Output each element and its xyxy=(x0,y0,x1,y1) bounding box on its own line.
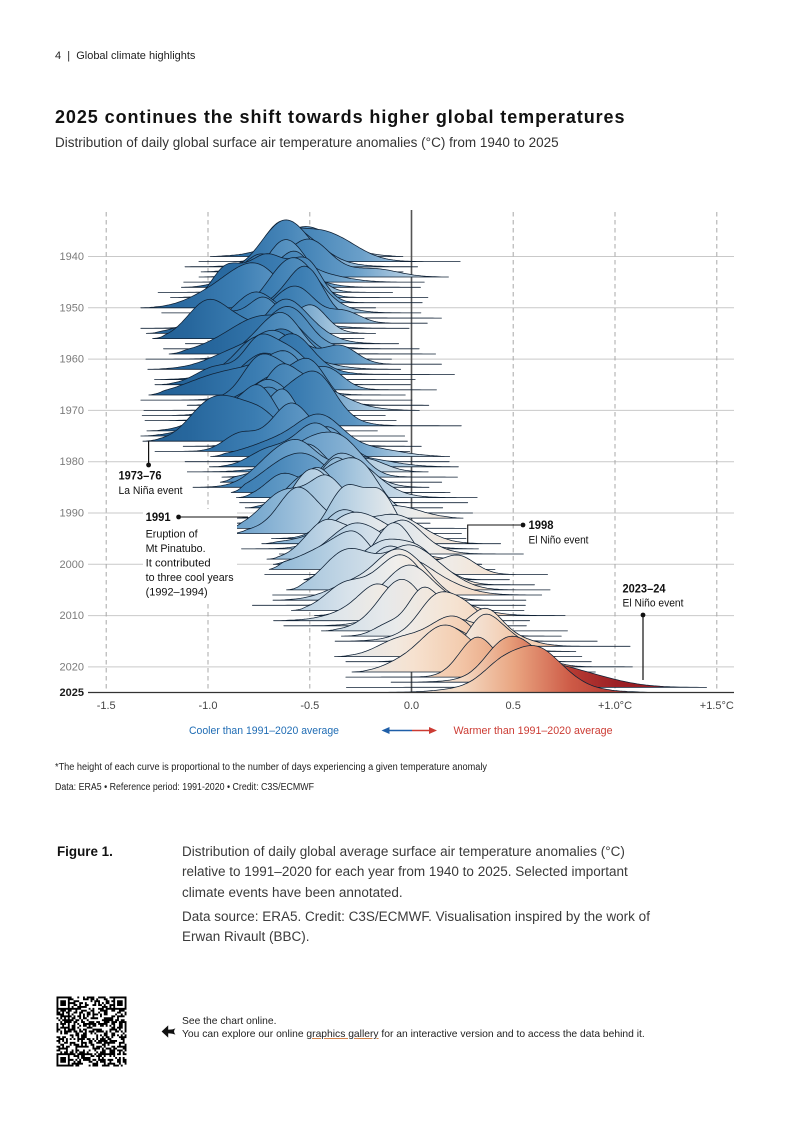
svg-text:1991: 1991 xyxy=(146,512,172,524)
svg-text:1950: 1950 xyxy=(60,302,84,314)
svg-text:1970: 1970 xyxy=(60,405,84,417)
svg-text:1990: 1990 xyxy=(60,508,84,520)
svg-text:1940: 1940 xyxy=(60,251,84,263)
svg-text:-0.5: -0.5 xyxy=(300,700,319,712)
svg-text:1980: 1980 xyxy=(60,456,84,468)
svg-text:+1.0°C: +1.0°C xyxy=(598,700,632,712)
svg-text:Mt Pinatubo.: Mt Pinatubo. xyxy=(146,543,206,555)
svg-text:Data: ERA5 • Reference period:: Data: ERA5 • Reference period: 1991-2020… xyxy=(55,782,314,793)
svg-text:2025: 2025 xyxy=(60,687,84,699)
svg-text:1998: 1998 xyxy=(529,520,555,532)
svg-text:*The height of each curve is p: *The height of each curve is proportiona… xyxy=(55,762,487,773)
svg-text:+1.5°C: +1.5°C xyxy=(700,700,734,712)
svg-text:to three cool years: to three cool years xyxy=(146,572,234,584)
svg-text:2020: 2020 xyxy=(60,661,84,673)
svg-text:1973–76: 1973–76 xyxy=(119,471,162,483)
svg-text:0.5: 0.5 xyxy=(506,700,521,712)
svg-text:El Niño event: El Niño event xyxy=(529,535,589,547)
svg-text:It contributed: It contributed xyxy=(146,558,211,570)
svg-text:Eruption of: Eruption of xyxy=(146,528,199,540)
svg-text:La Niña event: La Niña event xyxy=(119,485,183,497)
svg-text:-1.0: -1.0 xyxy=(199,700,218,712)
svg-text:2010: 2010 xyxy=(60,610,84,622)
svg-text:Warmer than 1991–2020 average: Warmer than 1991–2020 average xyxy=(454,725,613,737)
svg-text:Cooler than 1991–2020 average: Cooler than 1991–2020 average xyxy=(189,725,339,737)
svg-text:El Niño event: El Niño event xyxy=(623,598,684,610)
svg-text:0.0: 0.0 xyxy=(404,700,419,712)
svg-text:(1992–1994): (1992–1994) xyxy=(146,587,208,599)
svg-text:2023–24: 2023–24 xyxy=(623,584,667,596)
svg-text:-1.5: -1.5 xyxy=(97,700,116,712)
svg-text:2000: 2000 xyxy=(60,559,84,571)
svg-text:1960: 1960 xyxy=(60,354,84,366)
